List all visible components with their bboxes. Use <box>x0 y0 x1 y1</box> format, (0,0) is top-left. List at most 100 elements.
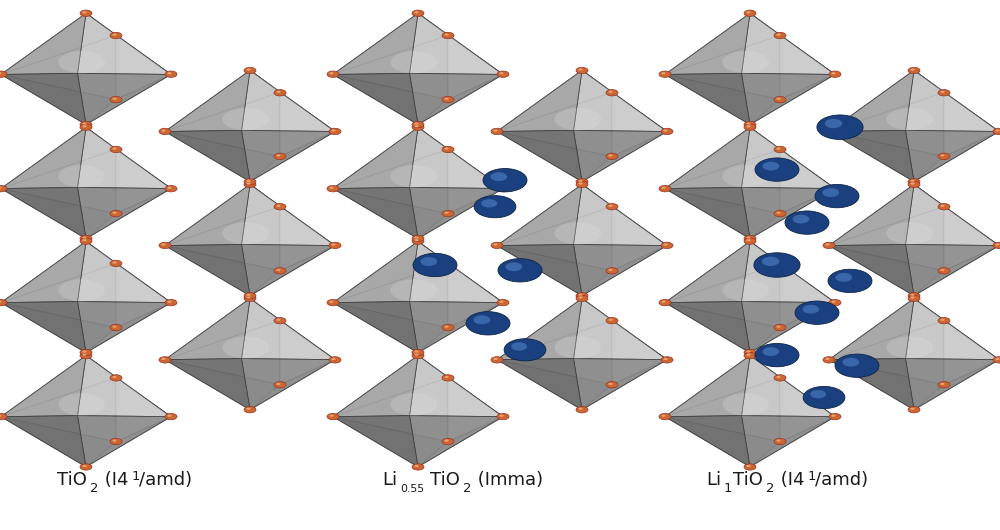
Polygon shape <box>665 417 780 467</box>
Circle shape <box>82 11 87 13</box>
Polygon shape <box>582 131 667 182</box>
Circle shape <box>817 115 863 139</box>
Circle shape <box>444 261 449 263</box>
Polygon shape <box>250 184 335 245</box>
Polygon shape <box>410 356 503 417</box>
Polygon shape <box>280 321 335 385</box>
Circle shape <box>746 465 751 467</box>
Circle shape <box>776 261 781 263</box>
Circle shape <box>112 261 117 263</box>
Circle shape <box>112 439 117 441</box>
Ellipse shape <box>722 393 769 416</box>
Polygon shape <box>574 244 667 296</box>
Circle shape <box>774 324 786 331</box>
Polygon shape <box>242 359 335 410</box>
Circle shape <box>112 211 117 214</box>
Circle shape <box>497 299 509 306</box>
Circle shape <box>165 413 177 420</box>
Polygon shape <box>333 356 418 417</box>
Circle shape <box>831 301 836 303</box>
Ellipse shape <box>390 165 437 188</box>
Polygon shape <box>1 73 86 125</box>
Circle shape <box>167 72 172 74</box>
Polygon shape <box>448 378 503 441</box>
Polygon shape <box>665 149 780 214</box>
Circle shape <box>0 187 2 189</box>
Circle shape <box>659 299 671 306</box>
Circle shape <box>910 180 915 182</box>
Polygon shape <box>86 356 171 417</box>
Circle shape <box>659 413 671 420</box>
Text: 2: 2 <box>463 482 471 495</box>
Polygon shape <box>665 189 780 238</box>
Circle shape <box>276 205 281 207</box>
Circle shape <box>499 414 504 417</box>
Polygon shape <box>1 188 86 238</box>
Circle shape <box>774 96 786 103</box>
Text: (I4: (I4 <box>775 471 804 489</box>
Circle shape <box>608 91 613 93</box>
Circle shape <box>608 269 613 271</box>
Polygon shape <box>497 298 582 360</box>
Circle shape <box>414 122 419 125</box>
Polygon shape <box>829 360 944 410</box>
Polygon shape <box>333 416 418 467</box>
Circle shape <box>762 347 779 356</box>
Polygon shape <box>497 70 582 131</box>
Polygon shape <box>242 244 335 296</box>
Circle shape <box>82 125 87 127</box>
Circle shape <box>276 319 281 321</box>
Ellipse shape <box>886 337 933 359</box>
Circle shape <box>829 413 841 420</box>
Circle shape <box>776 211 781 214</box>
Ellipse shape <box>390 51 437 73</box>
Circle shape <box>831 187 836 189</box>
Polygon shape <box>665 36 780 100</box>
Polygon shape <box>829 130 914 182</box>
Polygon shape <box>1 127 86 189</box>
Circle shape <box>0 413 7 420</box>
Circle shape <box>746 350 751 352</box>
Polygon shape <box>1 302 86 352</box>
Ellipse shape <box>222 108 269 130</box>
Polygon shape <box>165 245 280 296</box>
Circle shape <box>815 184 859 208</box>
Circle shape <box>112 98 117 100</box>
Ellipse shape <box>58 279 105 302</box>
Circle shape <box>491 242 503 249</box>
Ellipse shape <box>390 279 437 302</box>
Circle shape <box>608 154 613 156</box>
Ellipse shape <box>886 222 933 244</box>
Polygon shape <box>333 356 448 417</box>
Circle shape <box>938 268 950 274</box>
Circle shape <box>327 299 339 306</box>
Polygon shape <box>665 356 750 417</box>
Circle shape <box>829 299 841 306</box>
Polygon shape <box>165 298 280 360</box>
Circle shape <box>329 357 341 363</box>
Circle shape <box>0 72 2 74</box>
Circle shape <box>744 124 756 130</box>
Polygon shape <box>1 13 86 74</box>
Circle shape <box>274 268 286 274</box>
Circle shape <box>497 186 509 192</box>
Circle shape <box>785 211 829 234</box>
Text: Li: Li <box>706 471 721 489</box>
Polygon shape <box>750 189 835 238</box>
Text: 2: 2 <box>90 482 98 495</box>
Circle shape <box>110 260 122 267</box>
Polygon shape <box>665 74 780 125</box>
Polygon shape <box>410 416 503 467</box>
Polygon shape <box>333 303 448 352</box>
Polygon shape <box>86 417 171 467</box>
Text: 0.55: 0.55 <box>400 484 424 494</box>
Polygon shape <box>829 131 944 182</box>
Circle shape <box>774 260 786 267</box>
Circle shape <box>244 407 256 413</box>
Polygon shape <box>497 360 612 410</box>
Polygon shape <box>574 359 667 410</box>
Circle shape <box>910 296 915 298</box>
Circle shape <box>576 295 588 302</box>
Circle shape <box>910 68 915 70</box>
Polygon shape <box>242 70 335 131</box>
